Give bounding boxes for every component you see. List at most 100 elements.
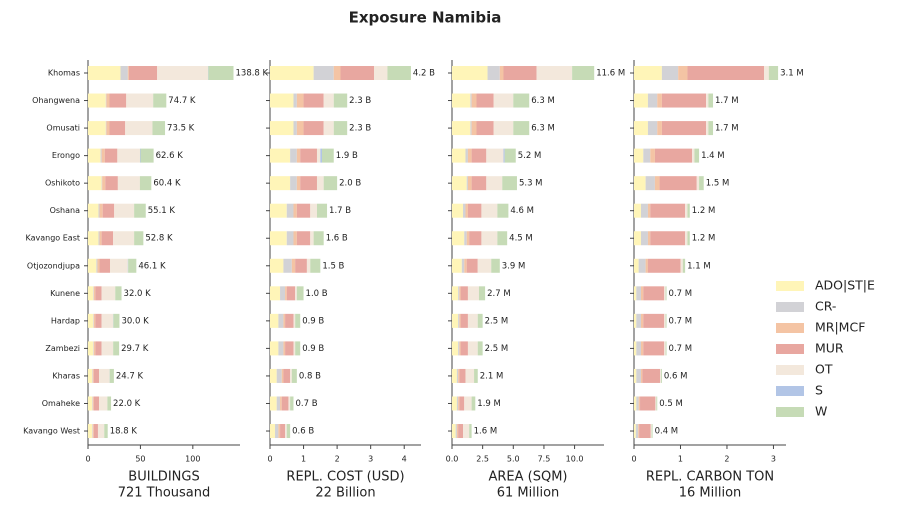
bar-segment xyxy=(474,368,478,383)
bar-segment xyxy=(491,258,500,273)
bar-segment xyxy=(536,66,573,80)
y-tick-label: Zambezi xyxy=(45,344,80,353)
bar-segment xyxy=(664,341,666,356)
bar-segment xyxy=(768,66,779,80)
value-label: 2.1 M xyxy=(480,371,504,381)
bar-segment xyxy=(640,368,643,383)
bar-segment xyxy=(634,368,637,383)
legend-swatch xyxy=(776,302,804,312)
bar-segment xyxy=(476,121,494,136)
bar-segment xyxy=(654,148,693,163)
bar-segment xyxy=(295,286,297,301)
value-label: 6.3 M xyxy=(531,96,555,106)
bar-segment xyxy=(665,286,667,301)
bar-segment xyxy=(706,121,709,136)
bar-segment xyxy=(270,93,294,108)
bar-segment xyxy=(88,313,94,328)
bar-segment xyxy=(460,313,468,328)
bar-segment xyxy=(685,231,688,246)
bar-segment xyxy=(692,148,695,163)
y-tick-label: Oshikoto xyxy=(45,179,80,188)
value-label: 138.8 K xyxy=(236,69,269,79)
bar-segment xyxy=(285,341,294,356)
bar-segment xyxy=(310,203,317,218)
value-label: 0.6 B xyxy=(292,427,314,437)
bar-segment xyxy=(696,176,700,191)
bar-segment xyxy=(497,203,509,218)
bar-segment xyxy=(687,231,690,246)
legend-swatch xyxy=(776,386,804,396)
bar-segment xyxy=(333,121,348,136)
value-label: 1.5 B xyxy=(322,261,344,271)
value-label: 1.5 M xyxy=(706,179,730,189)
bar-segment xyxy=(481,203,498,218)
bar-segment xyxy=(290,176,297,191)
bar-segment xyxy=(114,203,135,218)
bar-segment xyxy=(88,203,99,218)
bar-segment xyxy=(461,258,465,273)
bar-segment xyxy=(636,341,641,356)
bar-segment xyxy=(333,93,348,108)
bar-segment xyxy=(106,93,110,108)
bar-segment xyxy=(650,424,652,439)
bar-segment xyxy=(88,231,99,246)
bar-segment xyxy=(465,148,468,163)
bar-segment xyxy=(88,396,93,411)
value-label: 22.0 K xyxy=(113,399,141,409)
bar-segment xyxy=(88,176,102,191)
bar-segment xyxy=(270,66,314,80)
legend-label: W xyxy=(815,404,827,419)
value-label: 62.6 K xyxy=(156,151,184,161)
x-tick-label: 100 xyxy=(185,455,200,464)
bar-segment xyxy=(471,148,487,163)
bar-segment xyxy=(288,396,291,411)
value-label: 0.5 M xyxy=(659,399,683,409)
bar-segment xyxy=(635,424,639,439)
bar-segment xyxy=(283,341,286,356)
bar-segment xyxy=(493,121,514,136)
bar-segment xyxy=(634,313,637,328)
bar-segment xyxy=(105,93,107,108)
bar-segment xyxy=(286,203,294,218)
bar-segment xyxy=(109,121,126,136)
bar-segment xyxy=(636,313,641,328)
x-tick-label: 10.0 xyxy=(566,455,584,464)
bar-segment xyxy=(276,368,282,383)
bar-segment xyxy=(464,231,467,246)
figure-title: Exposure Namibia xyxy=(349,9,502,27)
bar-segment xyxy=(665,341,667,356)
bar-segment xyxy=(270,176,291,191)
bar-segment xyxy=(276,396,281,411)
bar-segment xyxy=(128,66,158,80)
bar-segment xyxy=(280,396,282,411)
bar-segment xyxy=(101,313,114,328)
x-tick-label: 4 xyxy=(402,455,407,464)
x-axis-total: 61 Million xyxy=(497,486,560,501)
bar-segment xyxy=(497,231,508,246)
bar-segment xyxy=(293,121,297,136)
bar-segment xyxy=(117,176,140,191)
legend-swatch xyxy=(776,407,804,417)
bar-segment xyxy=(93,368,100,383)
bar-segment xyxy=(647,231,651,246)
bar-segment xyxy=(290,396,294,411)
bar-segment xyxy=(640,341,644,356)
y-tick-label: Kavango East xyxy=(26,234,81,243)
bar-segment xyxy=(128,258,137,273)
bar-segment xyxy=(636,396,639,411)
bar-segment xyxy=(647,93,658,108)
bar-segment xyxy=(650,231,686,246)
value-label: 30.0 K xyxy=(121,316,149,326)
bar-segment xyxy=(300,148,317,163)
bar-segment xyxy=(88,93,106,108)
bar-segment xyxy=(502,176,517,191)
bar-segment xyxy=(661,121,707,136)
x-tick-label: 3 xyxy=(771,455,776,464)
value-label: 24.7 K xyxy=(116,371,144,381)
bar-segment xyxy=(105,121,107,136)
bar-segment xyxy=(280,286,286,301)
value-label: 52.8 K xyxy=(145,234,173,244)
bar-segment xyxy=(460,341,468,356)
bar-segment xyxy=(323,121,334,136)
